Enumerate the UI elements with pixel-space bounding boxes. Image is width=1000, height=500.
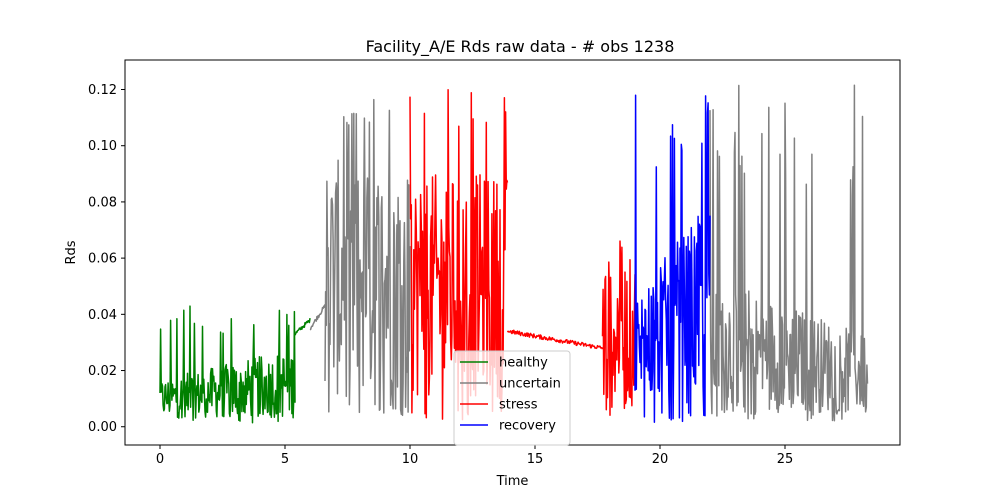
- legend-label-uncertain: uncertain: [499, 377, 561, 392]
- legend-box: [453, 350, 571, 446]
- y-axis: 0.00 0.02 0.04 0.06 0.08 0.10 0.12: [88, 83, 125, 435]
- y-tick-label: 0.06: [88, 252, 117, 267]
- x-axis: 0 5 10 15 20 25: [156, 445, 793, 467]
- x-tick-label: 15: [527, 452, 544, 467]
- healthy-line-segment: [294, 317, 311, 336]
- uncertain-line-segment: [709, 84, 869, 422]
- x-axis-label: Time: [496, 474, 529, 489]
- legend-label-recovery: recovery: [499, 419, 556, 434]
- y-tick-label: 0.02: [88, 364, 117, 379]
- x-tick-label: 10: [402, 452, 419, 467]
- y-tick-label: 0.10: [88, 139, 117, 154]
- legend: healthy uncertain stress recovery: [453, 350, 571, 446]
- x-tick-label: 20: [652, 452, 669, 467]
- recovery-line-segment: [634, 94, 711, 423]
- healthy-line-segment: [159, 305, 296, 424]
- stress-line-segment: [506, 329, 604, 350]
- uncertain-line-segment: [324, 98, 411, 417]
- uncertain-line-segment: [309, 304, 326, 331]
- y-tick-label: 0.08: [88, 195, 117, 210]
- y-axis-label: Rds: [64, 240, 79, 264]
- chart-title: Facility_A/E Rds raw data - # obs 1238: [366, 37, 675, 57]
- series-uncertain: [309, 84, 869, 422]
- x-tick-label: 25: [777, 452, 794, 467]
- stress-line-segment: [601, 240, 636, 416]
- legend-label-healthy: healthy: [499, 356, 548, 371]
- y-tick-label: 0.04: [88, 308, 117, 323]
- x-tick-label: 5: [281, 452, 289, 467]
- legend-label-stress: stress: [499, 398, 538, 413]
- y-tick-label: 0.12: [88, 83, 117, 98]
- series-recovery: [634, 94, 711, 423]
- series-healthy: [159, 305, 311, 424]
- x-tick-label: 0: [156, 452, 164, 467]
- y-tick-label: 0.00: [88, 420, 117, 435]
